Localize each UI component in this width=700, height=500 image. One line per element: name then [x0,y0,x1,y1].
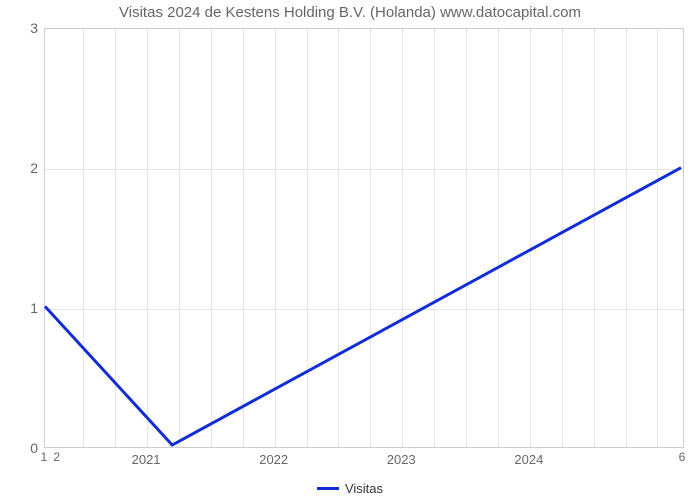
y-tick-3: 3 [18,20,38,36]
legend-label: Visitas [345,481,383,496]
chart-container: Visitas 2024 de Kestens Holding B.V. (Ho… [0,0,700,500]
y-tick-2: 2 [18,160,38,176]
x-tick-minor: 2 [53,450,60,464]
x-tick-minor: 1 [41,450,48,464]
legend: Visitas [0,477,700,496]
x-tick-minor: 6 [679,450,686,464]
y-tick-1: 1 [18,300,38,316]
y-tick-0: 0 [18,440,38,456]
x-tick-year: 2022 [259,452,288,467]
chart-title: Visitas 2024 de Kestens Holding B.V. (Ho… [0,4,700,21]
line-series [45,29,683,447]
legend-swatch [317,487,339,490]
legend-item: Visitas [317,481,383,496]
x-tick-year: 2024 [514,452,543,467]
plot-area [44,28,684,448]
x-tick-year: 2021 [132,452,161,467]
x-tick-year: 2023 [387,452,416,467]
